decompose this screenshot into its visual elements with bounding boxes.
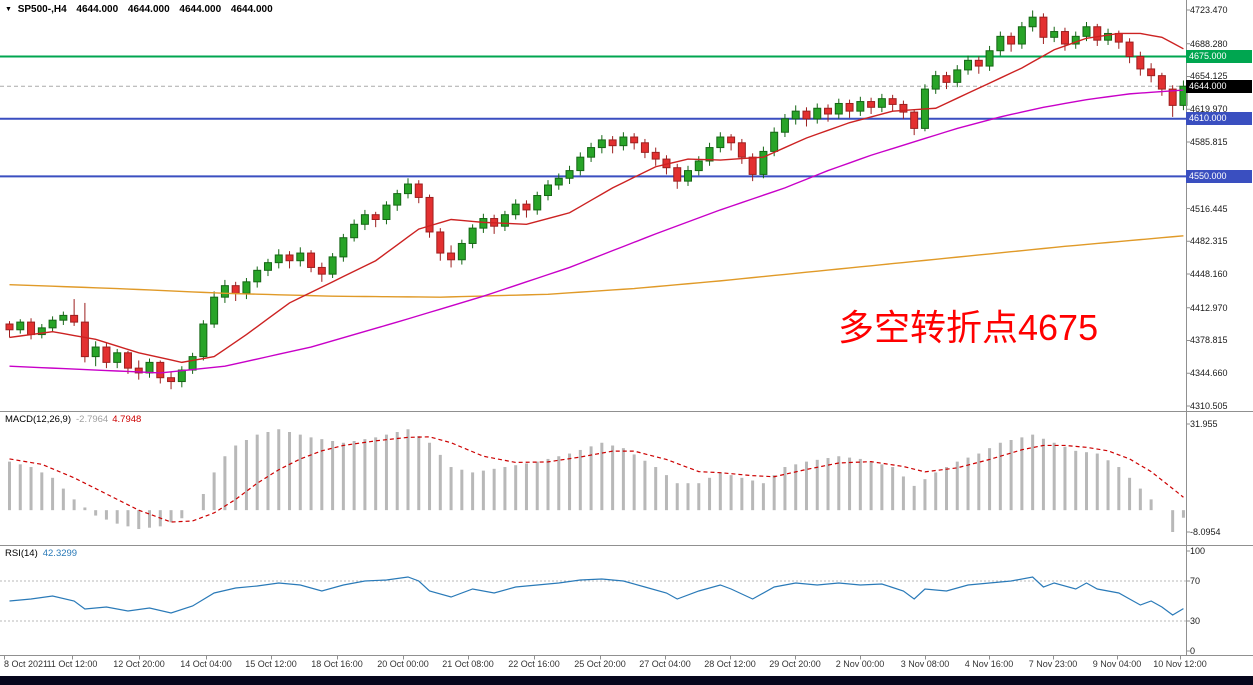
price-axis-label: 4310.505	[1190, 401, 1228, 411]
symbol-info-bar: ▼ SP500-,H4 4644.000 4644.000 4644.000 4…	[5, 4, 280, 15]
time-axis-label: 29 Oct 20:00	[769, 659, 821, 669]
rsi-axis-label: 30	[1190, 616, 1201, 626]
time-axis-label: 7 Nov 23:00	[1028, 659, 1078, 669]
annotation-text: 多空转折点4675	[838, 307, 1099, 348]
time-axis[interactable]: 8 Oct 2021 11 Oct 12:00 12 Oct 20:00 14 Oct…	[0, 656, 1253, 676]
time-axis-label: 28 Oct 12:00	[704, 659, 756, 669]
time-axis-label: 4 Nov 16:00	[964, 659, 1014, 669]
ma-fast-line	[9, 32, 1184, 364]
price-axis-label: 4448.160	[1190, 269, 1228, 279]
price-axis[interactable]: 4723.470 4688.280 4654.125 4619.970 4585.815…	[1186, 0, 1253, 656]
price-axis-label: 4412.970	[1190, 302, 1228, 313]
price-axis-label: 4619.970	[1190, 104, 1228, 115]
chart-expander-icon[interactable]: ▼	[5, 6, 12, 13]
price-badge-4610.000: 4610.000	[1186, 112, 1252, 126]
candles	[5, 10, 1188, 390]
price-badge-4675.000: 4675.000	[1186, 49, 1252, 63]
rsi-value: 42.3299	[42, 548, 78, 559]
price-axis-label: 4516.445	[1190, 203, 1228, 214]
price-axis-label: 4585.815	[1190, 137, 1228, 147]
price-axis-label: 4344.660	[1190, 368, 1228, 379]
price-badge-4550.000: 4550.000	[1186, 169, 1252, 183]
price-high: 4644.000	[127, 4, 170, 15]
time-axis-label: 2 Nov 00:00	[835, 659, 885, 669]
rsi-name: RSI(14)	[5, 548, 38, 559]
price-axis-label: 4482.315	[1190, 236, 1228, 247]
rsi-axis-label: 100	[1190, 546, 1206, 556]
time-axis-label: 3 Nov 08:00	[900, 659, 950, 669]
bottom-bar	[0, 676, 1253, 685]
macd-axis-label: 31.955	[1190, 419, 1218, 429]
price-axis-label: 4723.470	[1190, 5, 1228, 15]
time-axis-label: 10 Nov 12:00	[1153, 659, 1207, 669]
symbol-name: SP500-,H4	[17, 4, 67, 15]
price-open: 4644.000	[76, 4, 119, 15]
macd-name: MACD(12,26,9)	[5, 414, 71, 425]
time-axis-label: 20 Oct 00:00	[377, 659, 429, 669]
rsi-indicator-label: RSI(14) 42.3299	[5, 548, 77, 559]
rsi-axis-label: 70	[1190, 576, 1201, 586]
ma-mid-line	[9, 89, 1184, 374]
time-axis-label: 8 Oct 2021	[4, 659, 49, 669]
price-axis-label: 4378.815	[1190, 335, 1228, 346]
time-axis-label: 27 Oct 04:00	[639, 659, 691, 669]
price-badge-4644.000: 4644.000	[1186, 79, 1252, 93]
time-axis-label: 18 Oct 16:00	[311, 659, 363, 669]
macd-axis-label: -8.0954	[1190, 526, 1221, 537]
time-axis-label: 15 Oct 12:00	[245, 659, 297, 669]
time-axis-label: 12 Oct 20:00	[113, 659, 165, 669]
ma-slow-line	[9, 235, 1184, 298]
time-axis-label: 25 Oct 20:00	[574, 659, 626, 669]
price-low: 4644.000	[179, 4, 222, 15]
time-axis-label: 22 Oct 16:00	[508, 659, 560, 669]
time-axis-label: 14 Oct 04:00	[180, 659, 232, 669]
time-axis-label: 9 Nov 04:00	[1092, 659, 1142, 669]
macd-value-signal: 4.7948	[112, 414, 142, 425]
price-axis-label: 4654.125	[1190, 71, 1228, 82]
rsi-axis-label: 0	[1190, 646, 1196, 656]
panel-dividers	[0, 0, 1253, 660]
time-axis-label: 21 Oct 08:00	[442, 659, 494, 669]
price-close: 4644.000	[230, 4, 273, 15]
price-axis-label: 4688.280	[1190, 38, 1228, 49]
macd-indicator-label: MACD(12,26,9) -2.7964 4.7948	[5, 414, 141, 425]
time-axis-label: 11 Oct 12:00	[46, 659, 98, 669]
macd-value-main: -2.7964	[76, 414, 109, 425]
macd-histogram	[8, 429, 1185, 533]
rsi-line	[9, 576, 1184, 616]
macd-signal-line	[9, 436, 1184, 523]
